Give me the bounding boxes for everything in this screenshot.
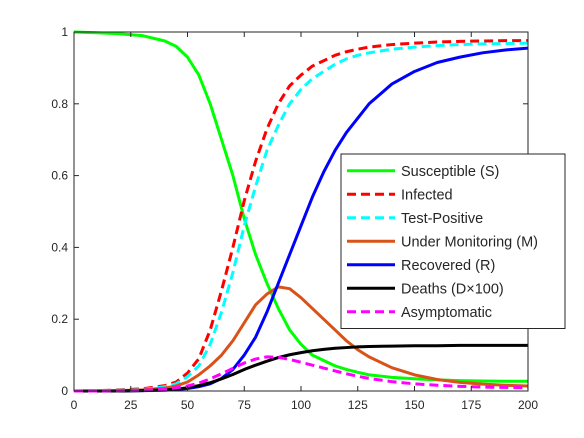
x-tick-label: 100	[291, 398, 311, 412]
x-tick-label: 75	[238, 398, 252, 412]
series-group	[73, 30, 529, 393]
legend-label-2: Infected	[401, 187, 453, 203]
x-tick-label: 175	[461, 398, 481, 412]
y-tick-label: 0	[61, 384, 68, 398]
legend-label-3: Test-Positive	[401, 211, 483, 227]
series-line-1	[73, 30, 528, 383]
legend-label-6: Deaths (D×100)	[401, 281, 504, 297]
y-tick-label: 0.2	[51, 312, 68, 326]
x-tick-label: 200	[518, 398, 538, 412]
y-tick-label: 0.6	[51, 169, 68, 183]
legend-label-5: Recovered (R)	[401, 258, 495, 274]
legend-label-1: Susceptible (S)	[401, 164, 499, 180]
y-tick-label: 0.8	[51, 97, 68, 111]
series-line-3	[73, 41, 529, 393]
legend-label-7: Asymptomatic	[401, 305, 492, 321]
legend: Susceptible (S) Infected Test-Positive Unde…	[340, 153, 566, 329]
x-tick-label: 25	[124, 398, 138, 412]
y-tick-label: 1	[61, 25, 68, 39]
series-line-4	[74, 285, 529, 393]
x-tick-label: 125	[348, 398, 368, 412]
x-tick-label: 50	[181, 398, 195, 412]
y-tick-label: 0.4	[51, 240, 68, 254]
x-tick-label: 150	[404, 398, 424, 412]
x-tick-label: 0	[71, 398, 78, 412]
legend-label-4: Under Monitoring (M)	[401, 234, 538, 250]
series-line-7	[74, 355, 529, 393]
series-line-2	[73, 39, 528, 393]
